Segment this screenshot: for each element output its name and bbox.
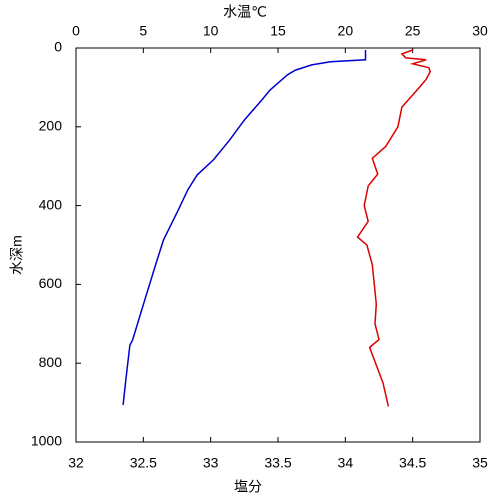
x2-tick-label: 30 — [472, 23, 488, 39]
x2-tick-label: 5 — [139, 23, 147, 39]
profile-line — [356, 49, 432, 407]
x2-tick-label: 25 — [405, 23, 421, 39]
x2-tick-label: 15 — [270, 23, 286, 39]
top-axis-label: 水温℃ — [223, 4, 267, 20]
y-tick-label: 400 — [39, 196, 63, 212]
x-tick-label: 35 — [472, 455, 488, 471]
y-tick-label: 800 — [39, 354, 63, 370]
x-tick-label: 32.5 — [130, 455, 157, 471]
y-tick-label: 0 — [54, 39, 62, 55]
x-tick-label: 34.5 — [399, 455, 426, 471]
x2-tick-label: 20 — [338, 23, 354, 39]
y-tick-label: 1000 — [31, 433, 62, 449]
y-axis-label: 水深m — [9, 235, 25, 275]
x-tick-label: 33 — [203, 455, 219, 471]
profile-line — [122, 50, 367, 406]
y-tick-label: 200 — [39, 118, 63, 134]
bottom-axis-label: 塩分 — [234, 479, 262, 495]
plot-frame — [75, 47, 481, 443]
x2-tick-label: 0 — [72, 23, 80, 39]
x-tick-label: 32 — [68, 455, 84, 471]
x2-tick-label: 10 — [203, 23, 219, 39]
x-tick-label: 34 — [338, 455, 354, 471]
x-tick-label: 33.5 — [264, 455, 291, 471]
y-tick-label: 600 — [39, 275, 63, 291]
